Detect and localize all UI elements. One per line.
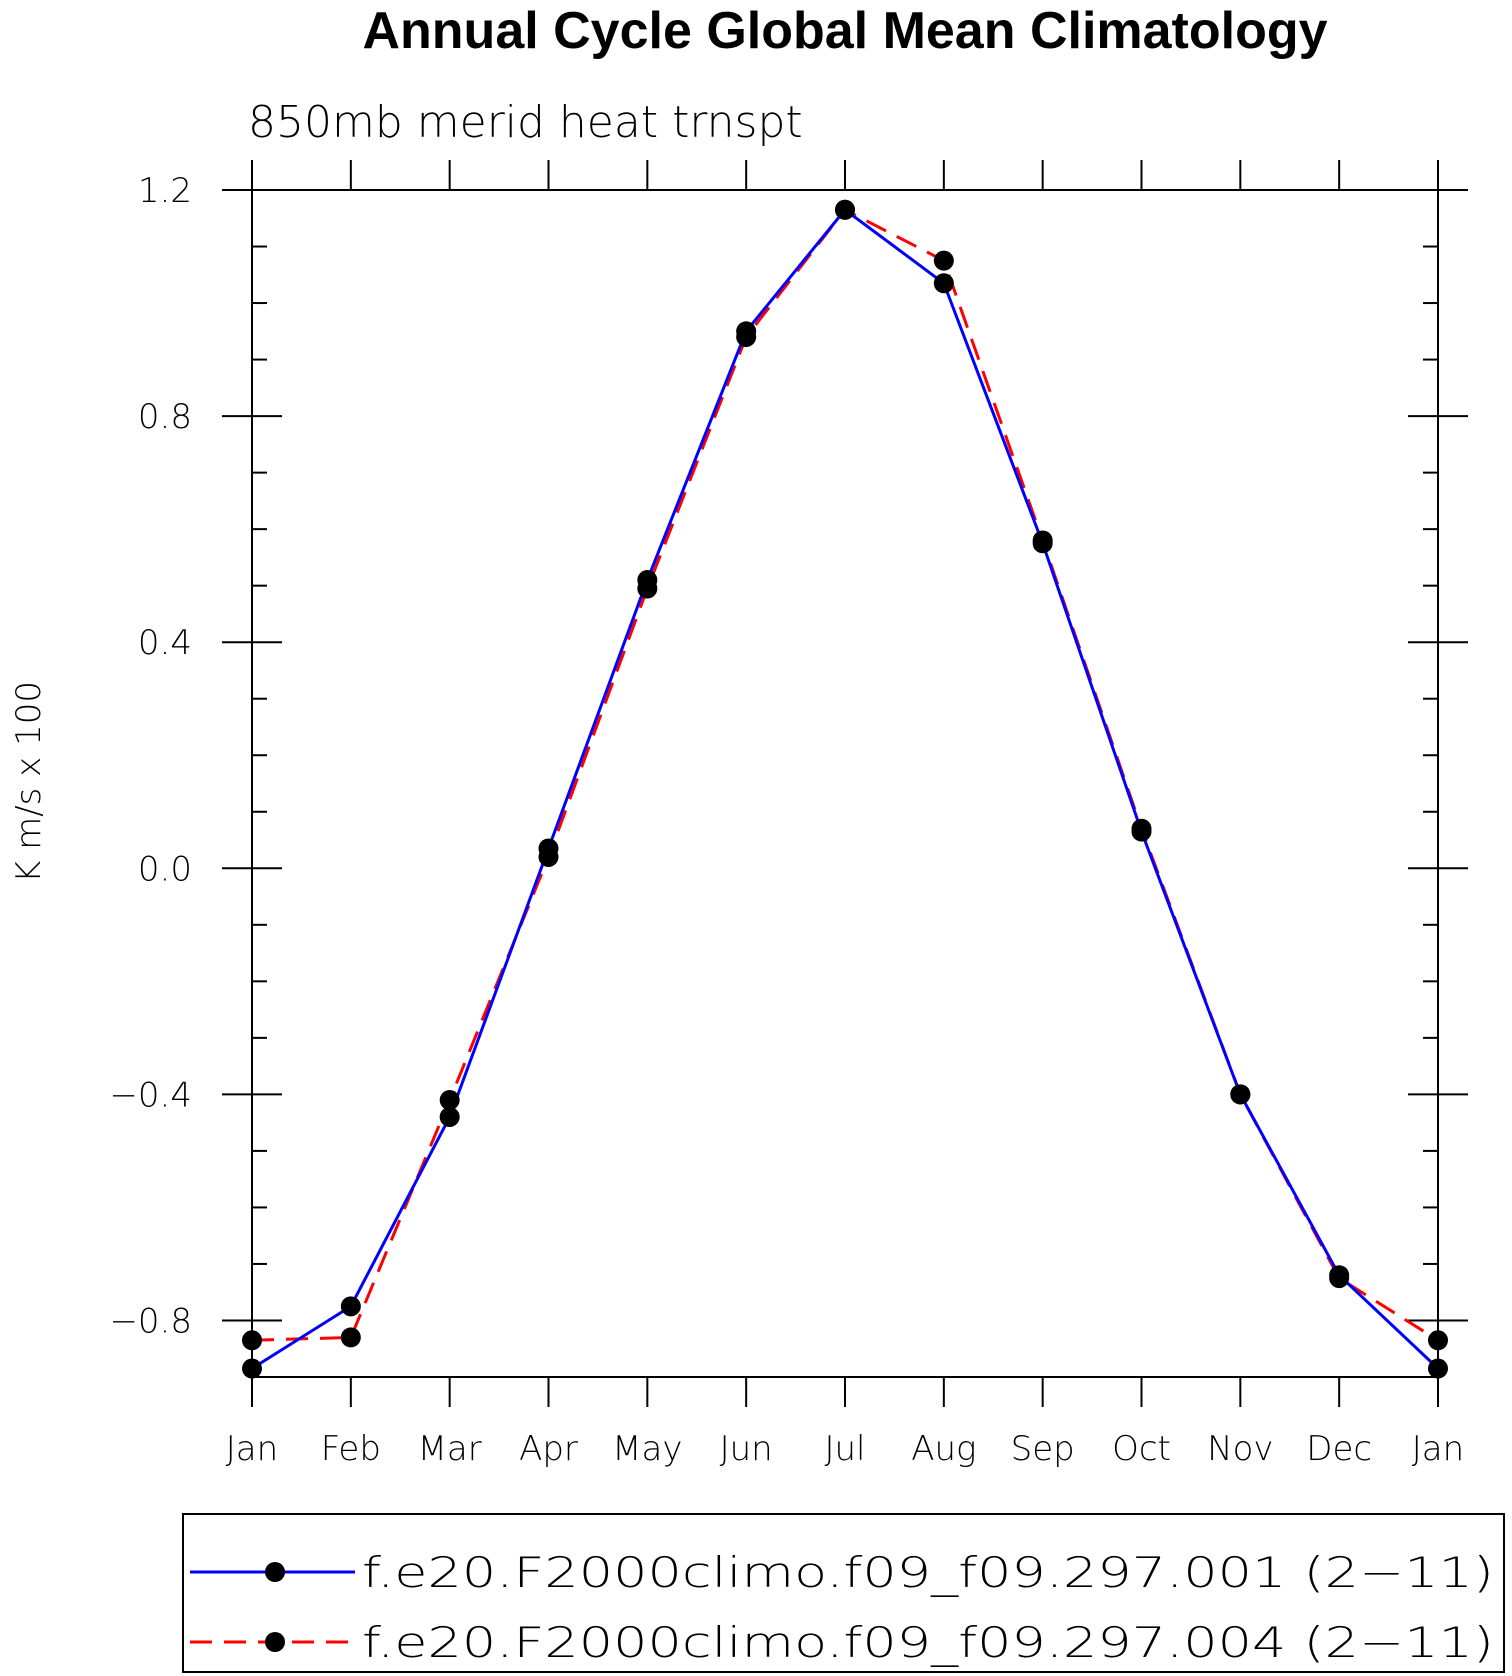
x-tick-label: Jun <box>720 1429 773 1469</box>
chart-subtitle: 850mb merid heat trnspt <box>248 97 803 148</box>
axis-ticks <box>222 160 1468 1407</box>
x-tick-label: Jan <box>1412 1429 1464 1469</box>
legend-label: f.e20.F2000climo.f09_f09.297.001 (2−11) <box>362 1548 1494 1597</box>
plot-frame <box>251 189 1439 1378</box>
x-tick-label: Apr <box>519 1429 578 1469</box>
x-tick-label: Jul <box>824 1429 865 1469</box>
data-point <box>439 1090 460 1111</box>
x-tick-label: Dec <box>1306 1429 1372 1469</box>
x-tick-label: Oct <box>1112 1429 1171 1469</box>
y-tick-label: 0.8 <box>138 397 192 437</box>
data-point <box>439 1106 460 1127</box>
y-tick-label: 0.0 <box>138 849 192 889</box>
y-tick-label: −0.8 <box>109 1301 192 1341</box>
x-tick-label: Jan <box>226 1429 278 1469</box>
data-point <box>736 321 757 342</box>
y-axis-label: K m/s x 100 <box>9 681 49 883</box>
data-point <box>637 570 658 591</box>
series-line <box>251 207 1439 1342</box>
data-point <box>1032 533 1053 554</box>
legend-marker <box>265 1632 285 1652</box>
data-point <box>933 250 954 271</box>
x-tick-label: May <box>612 1429 682 1469</box>
series-line <box>251 207 1440 1370</box>
x-tick-label: Sep <box>1011 1429 1075 1469</box>
data-point <box>340 1327 361 1348</box>
chart-title: Annual Cycle Global Mean Climatology <box>362 2 1327 60</box>
y-tick-labels: 1.2 0.8 0.4 0.0 −0.4 −0.8 <box>109 171 192 1341</box>
data-point <box>340 1296 361 1317</box>
data-point <box>835 199 855 220</box>
legend-box <box>182 1513 1505 1673</box>
legend-marker <box>265 1562 285 1582</box>
x-tick-labels: Jan Feb Mar Apr May Jun Jul Aug Sep Oct Nov Dec Jan <box>226 1429 1464 1469</box>
legend: f.e20.F2000climo.f09_f09.297.001 (2−11) f… <box>182 1513 1505 1673</box>
x-tick-label: Nov <box>1207 1429 1273 1469</box>
x-tick-label: Aug <box>911 1429 976 1469</box>
data-point <box>933 273 954 294</box>
y-tick-label: −0.4 <box>109 1075 192 1115</box>
data-point <box>1230 1084 1251 1105</box>
data-point <box>1329 1265 1350 1286</box>
plot-series <box>242 199 1448 1379</box>
data-point <box>1131 821 1152 842</box>
data-point <box>538 838 559 859</box>
x-tick-label: Feb <box>321 1429 381 1469</box>
y-tick-label: 1.2 <box>138 171 192 211</box>
x-tick-label: Mar <box>418 1429 482 1469</box>
legend-label: f.e20.F2000climo.f09_f09.297.004 (2−11) <box>362 1618 1494 1667</box>
y-tick-label: 0.4 <box>138 623 192 663</box>
